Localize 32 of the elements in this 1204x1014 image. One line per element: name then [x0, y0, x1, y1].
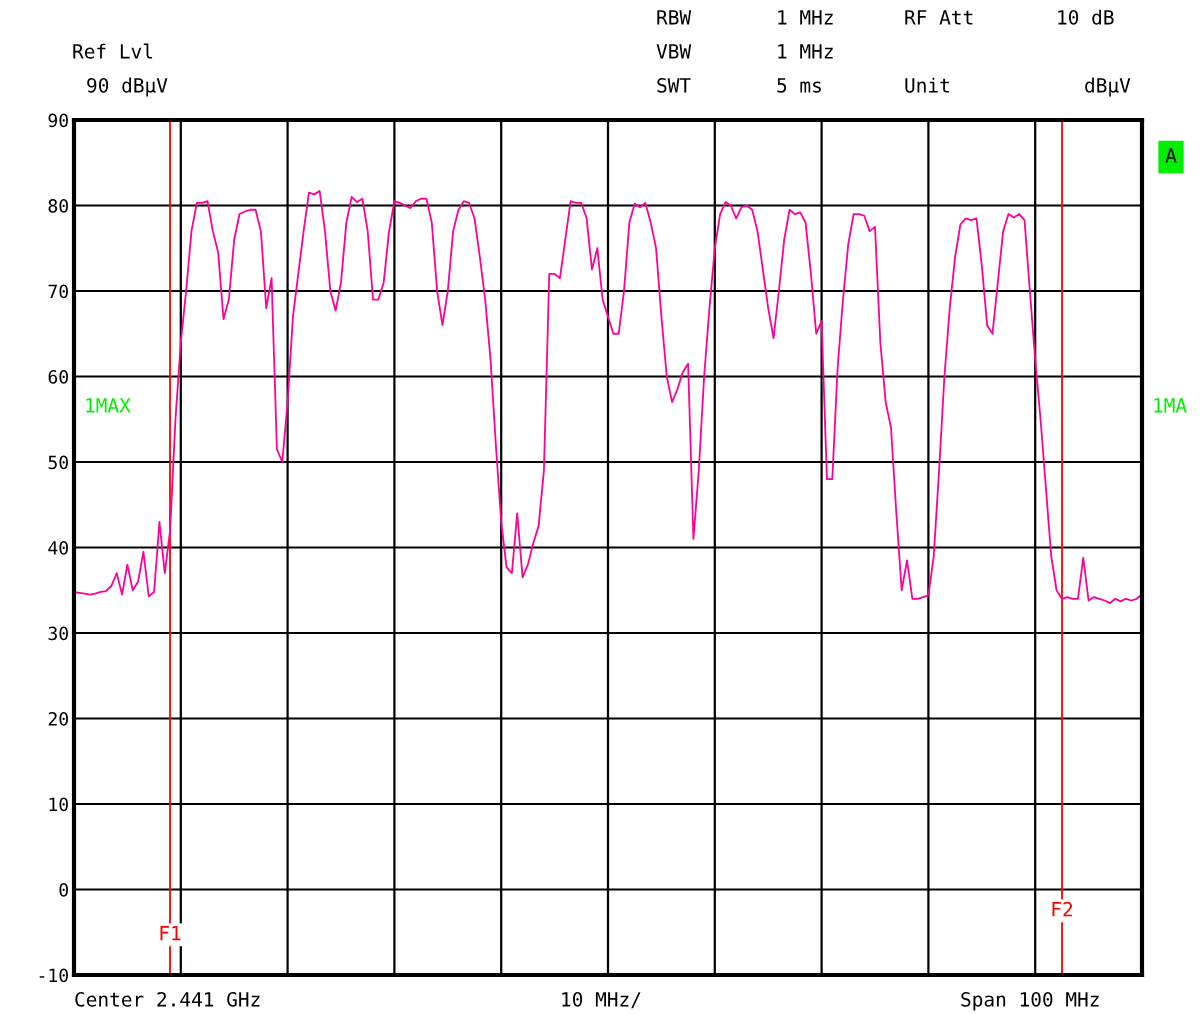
y-tick-label: -10 [39, 968, 68, 983]
text: 10 MHz/ [562, 991, 641, 1009]
text: dBμV [1085, 77, 1131, 97]
text: RF Att [905, 10, 973, 25]
annotation: 1MAX [86, 398, 131, 413]
text: F1 [160, 926, 181, 941]
text: 5 ms [777, 78, 821, 93]
text: Span 100 MHz [961, 991, 1099, 1011]
text: F2 [1052, 901, 1073, 917]
text: 1MA [1154, 398, 1187, 413]
y-tick-label: 40 [48, 541, 68, 555]
y-tick-label: 50 [48, 455, 68, 470]
text: 90 dBμV [87, 77, 168, 97]
text: 10 dB [1058, 9, 1114, 25]
text: Ref Lvl [73, 43, 153, 59]
text: 1 MHz [778, 44, 833, 59]
y-tick-label: 0 [59, 883, 68, 897]
y-tick-label: 30 [48, 626, 68, 641]
text: VBW [656, 44, 692, 59]
y-tick-label: 60 [48, 370, 68, 384]
y-tick-label: 90 [48, 113, 68, 128]
text: Unit [905, 77, 949, 93]
y-tick-label: 70 [48, 284, 68, 299]
text: Center 2.441 GHz [75, 991, 260, 1007]
y-tick-label: 10 [49, 797, 68, 812]
text: A [1165, 148, 1177, 163]
text: SWT [657, 77, 691, 93]
line-series [74, 190, 1142, 604]
y-tick-label: 20 [48, 712, 68, 726]
text: RBW [657, 10, 692, 25]
y-tick-label: 80 [48, 199, 68, 213]
text: 1 MHz [778, 10, 833, 25]
